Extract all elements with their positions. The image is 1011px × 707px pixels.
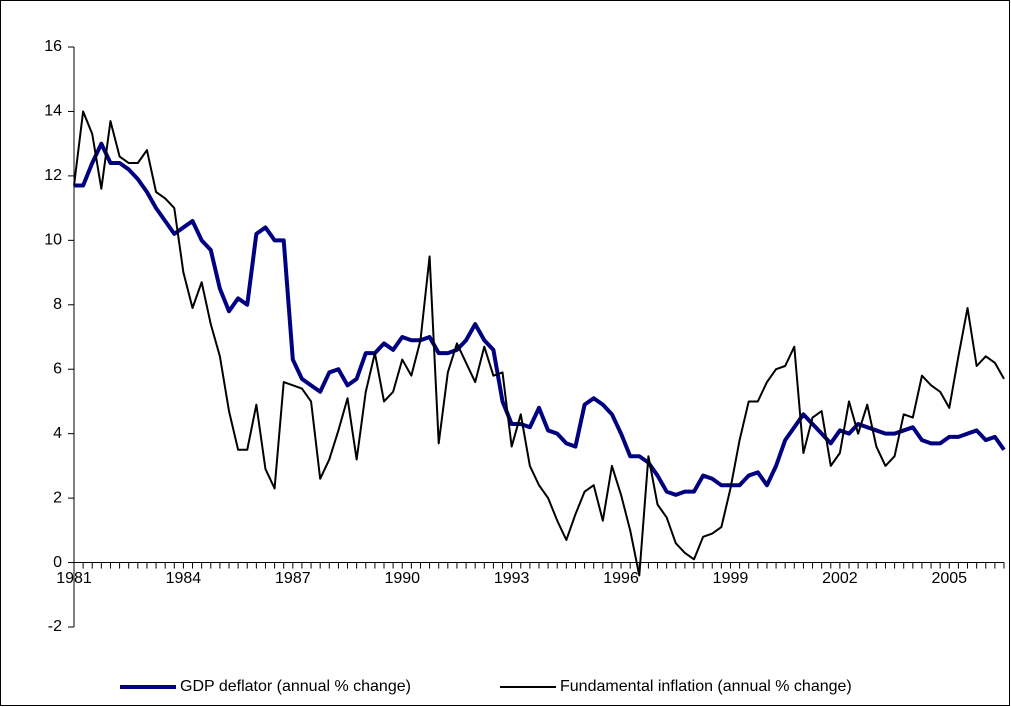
y-tick-label: 12 bbox=[44, 167, 62, 184]
x-tick-label: 1996 bbox=[603, 570, 639, 587]
x-tick-label: 2005 bbox=[931, 570, 967, 587]
x-tick-label: 1999 bbox=[713, 570, 749, 587]
y-tick-label: 4 bbox=[53, 425, 62, 442]
legend-label: Fundamental inflation (annual % change) bbox=[560, 678, 852, 695]
y-tick-label: 6 bbox=[53, 360, 62, 377]
data-line bbox=[73, 110, 1005, 577]
x-tick-label: 1981 bbox=[56, 570, 92, 587]
x-tick-label: 1993 bbox=[494, 570, 530, 587]
y-tick-label: 14 bbox=[44, 103, 62, 120]
x-tick-label: 1990 bbox=[384, 570, 420, 587]
y-tick-label: 0 bbox=[53, 554, 62, 571]
x-tick-label: 1987 bbox=[275, 570, 311, 587]
legend-label: GDP deflator (annual % change) bbox=[180, 678, 411, 695]
data-line bbox=[74, 141, 1006, 497]
y-tick-label: 2 bbox=[53, 489, 62, 506]
x-tick-label: 1984 bbox=[166, 570, 202, 587]
y-tick-label: 16 bbox=[44, 38, 62, 55]
y-tick-label: -2 bbox=[48, 618, 62, 635]
y-tick-label: 8 bbox=[53, 296, 62, 313]
x-tick-label: 2002 bbox=[822, 570, 858, 587]
y-tick-label: 10 bbox=[44, 232, 62, 249]
